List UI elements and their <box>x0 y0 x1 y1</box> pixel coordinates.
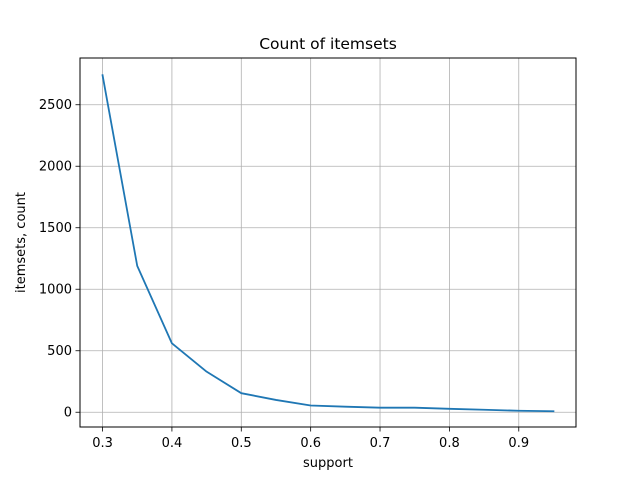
series-line <box>101 74 555 413</box>
y-tick-label: 0 <box>64 406 72 421</box>
x-tick-label: 0.7 <box>370 436 391 451</box>
x-tick-label: 0.3 <box>92 436 113 451</box>
ticks: 0.3 0.4 0.5 0.6 0.7 0.8 0.9 0 500 1000 1500 2000 250… <box>39 98 529 451</box>
grid <box>80 58 576 427</box>
x-tick-label: 0.8 <box>439 436 460 451</box>
x-axis-label: support <box>303 456 353 471</box>
y-tick-label: 1500 <box>39 221 72 236</box>
x-tick-label: 0.4 <box>162 436 183 451</box>
y-tick-label: 1000 <box>39 283 72 298</box>
series-layer <box>101 74 555 413</box>
x-tick-label: 0.5 <box>231 436 252 451</box>
x-tick-label: 0.9 <box>508 436 529 451</box>
chart-title: Count of itemsets <box>259 35 397 53</box>
y-tick-label: 500 <box>47 344 72 359</box>
x-tick-label: 0.6 <box>300 436 321 451</box>
plot-frame <box>79 57 577 428</box>
y-tick-label: 2000 <box>39 160 72 175</box>
y-tick-label: 2500 <box>39 98 72 113</box>
y-axis-label: itemsets, count <box>14 192 29 293</box>
